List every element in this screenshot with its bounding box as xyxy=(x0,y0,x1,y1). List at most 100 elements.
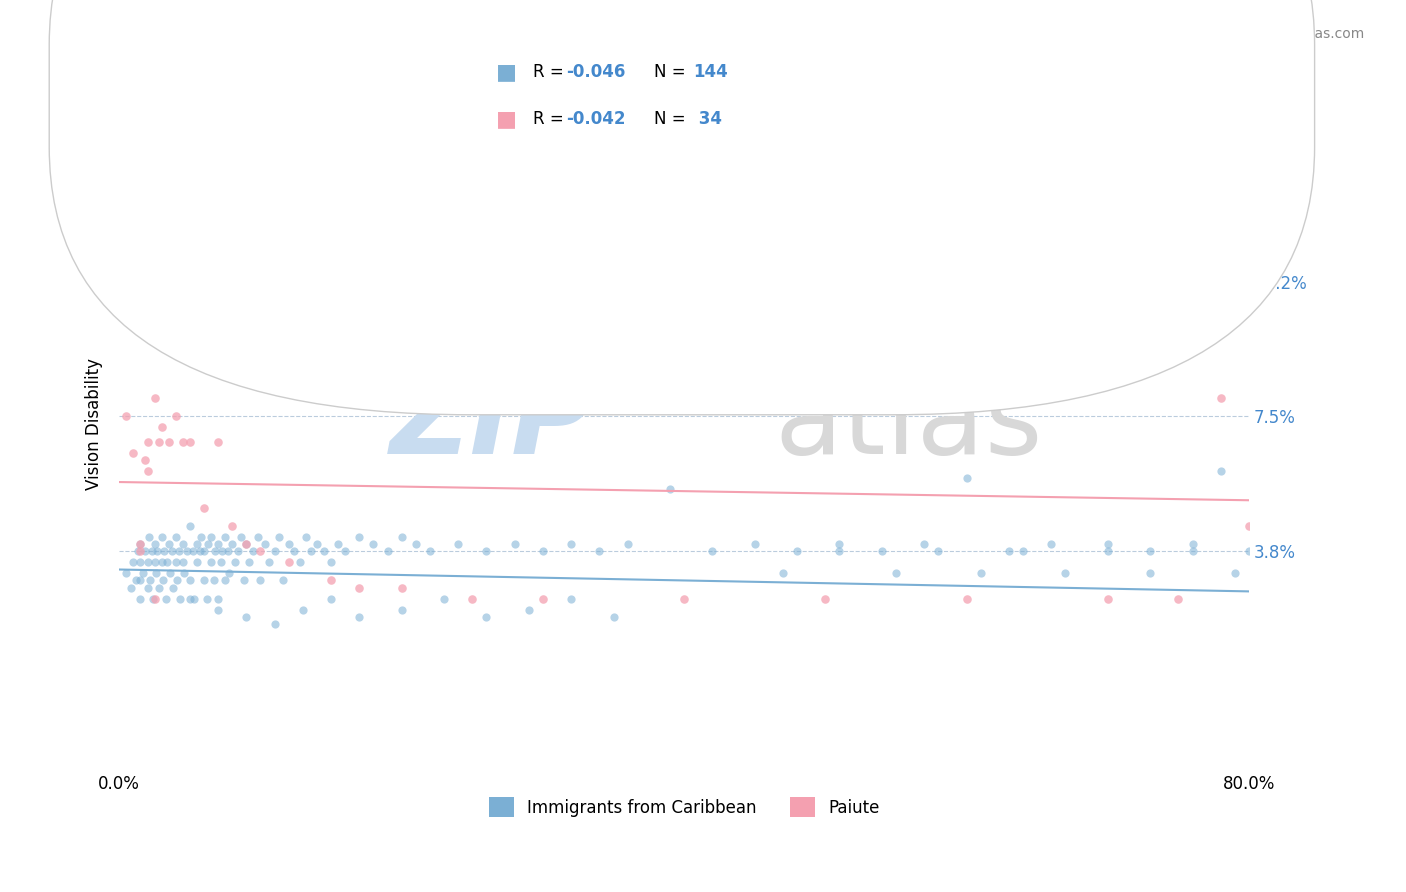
Point xyxy=(159,566,181,581)
Point xyxy=(242,544,264,558)
Point xyxy=(224,555,246,569)
Point xyxy=(122,446,145,460)
Point xyxy=(200,530,222,544)
Point xyxy=(176,544,198,558)
Point xyxy=(172,555,194,569)
Point xyxy=(129,555,152,569)
Point xyxy=(786,544,808,558)
Point xyxy=(955,591,977,606)
Point xyxy=(702,544,724,558)
Point xyxy=(136,464,159,478)
Point xyxy=(1209,464,1232,478)
Text: R =: R = xyxy=(533,63,569,81)
Point xyxy=(197,537,219,551)
Text: atlas: atlas xyxy=(775,370,1043,477)
Point xyxy=(214,574,236,588)
Point xyxy=(165,409,187,424)
Point xyxy=(143,391,166,405)
Point xyxy=(391,581,413,595)
Point xyxy=(391,530,413,544)
Point xyxy=(122,555,145,569)
Point xyxy=(814,591,837,606)
Point xyxy=(120,581,142,595)
Text: ■: ■ xyxy=(496,110,517,129)
Point xyxy=(129,574,152,588)
Point xyxy=(1097,537,1119,551)
Point xyxy=(129,245,152,260)
Point xyxy=(156,555,179,569)
Point xyxy=(433,591,456,606)
Text: 144: 144 xyxy=(693,63,728,81)
Point xyxy=(226,544,249,558)
Point xyxy=(288,555,311,569)
Text: N =: N = xyxy=(654,63,690,81)
Point xyxy=(167,544,190,558)
Point xyxy=(221,537,243,551)
Point xyxy=(207,602,229,616)
Point xyxy=(319,555,342,569)
Point xyxy=(1012,544,1035,558)
Point xyxy=(142,591,165,606)
Point xyxy=(1139,544,1161,558)
Point xyxy=(221,518,243,533)
Point xyxy=(283,544,305,558)
Point xyxy=(141,544,163,558)
Point xyxy=(218,566,240,581)
Point xyxy=(146,544,169,558)
Point xyxy=(405,537,427,551)
Point xyxy=(377,544,399,558)
Point xyxy=(828,544,851,558)
Point xyxy=(673,591,696,606)
Point xyxy=(150,555,173,569)
Point xyxy=(1237,544,1260,558)
Point xyxy=(143,537,166,551)
Point xyxy=(263,617,285,632)
Point xyxy=(1237,518,1260,533)
Point xyxy=(291,602,314,616)
Text: Source: ZipAtlas.com: Source: ZipAtlas.com xyxy=(1216,27,1364,41)
Point xyxy=(162,581,184,595)
Point xyxy=(1167,591,1189,606)
Point xyxy=(190,530,212,544)
Point xyxy=(349,581,371,595)
Point xyxy=(235,537,257,551)
Point xyxy=(349,530,371,544)
Point xyxy=(172,537,194,551)
Point xyxy=(195,591,218,606)
Point xyxy=(517,602,540,616)
Point xyxy=(193,544,215,558)
Point xyxy=(209,555,232,569)
Text: ZIP: ZIP xyxy=(391,370,593,477)
Point xyxy=(157,434,180,449)
Point xyxy=(229,530,252,544)
Point xyxy=(461,591,484,606)
Point xyxy=(188,544,211,558)
Point xyxy=(125,574,148,588)
Point xyxy=(211,544,233,558)
Point xyxy=(616,537,638,551)
Point xyxy=(235,537,257,551)
Point xyxy=(145,566,167,581)
Point xyxy=(153,544,176,558)
Point xyxy=(207,591,229,606)
Point xyxy=(1040,537,1063,551)
Point xyxy=(884,566,907,581)
Point xyxy=(312,544,335,558)
Point xyxy=(1139,566,1161,581)
Point xyxy=(166,574,188,588)
Point xyxy=(179,574,201,588)
Point xyxy=(1181,544,1204,558)
Point xyxy=(391,602,413,616)
Point xyxy=(186,555,208,569)
Point xyxy=(531,544,554,558)
Point xyxy=(828,537,851,551)
Point xyxy=(136,434,159,449)
Text: IMMIGRANTS FROM CARIBBEAN VS PAIUTE VISION DISABILITY CORRELATION CHART: IMMIGRANTS FROM CARIBBEAN VS PAIUTE VISI… xyxy=(49,27,779,45)
Point xyxy=(129,544,152,558)
Point xyxy=(257,555,280,569)
Point xyxy=(955,471,977,485)
Text: 34: 34 xyxy=(693,111,723,128)
Point xyxy=(160,544,183,558)
Point xyxy=(157,537,180,551)
Point xyxy=(235,610,257,624)
